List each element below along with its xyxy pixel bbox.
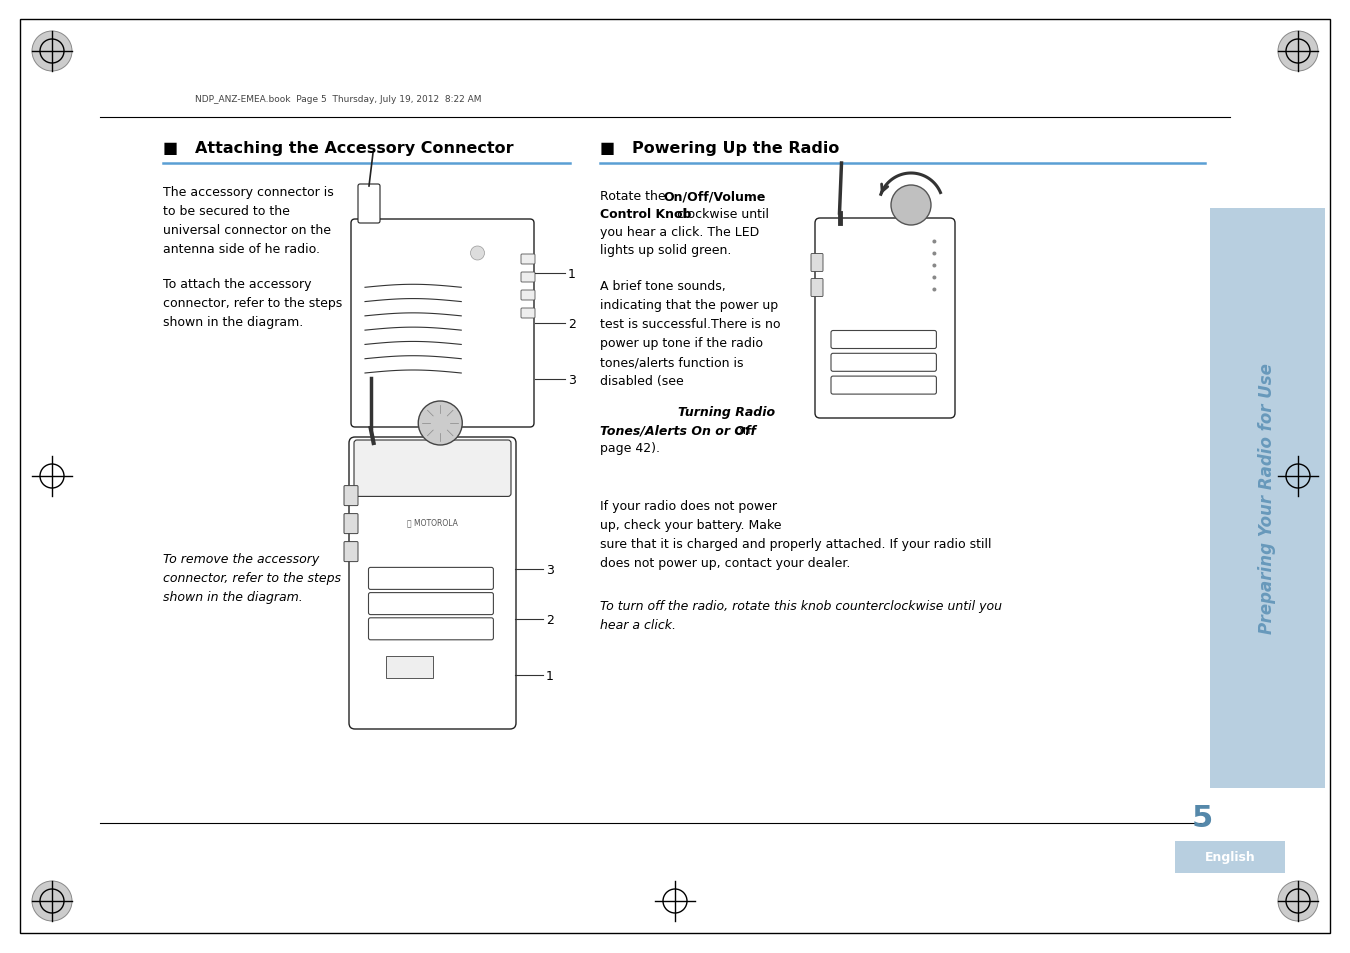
FancyBboxPatch shape <box>354 440 512 497</box>
FancyBboxPatch shape <box>811 279 824 297</box>
Text: 1: 1 <box>545 669 554 682</box>
FancyBboxPatch shape <box>344 514 358 534</box>
FancyBboxPatch shape <box>521 309 535 318</box>
Circle shape <box>1278 32 1318 71</box>
FancyBboxPatch shape <box>369 593 493 615</box>
Bar <box>1210 209 1324 788</box>
FancyBboxPatch shape <box>521 254 535 265</box>
Bar <box>1174 841 1285 873</box>
Text: On/Off/Volume: On/Off/Volume <box>663 190 765 203</box>
Circle shape <box>471 247 485 261</box>
Text: 5: 5 <box>1191 803 1212 833</box>
FancyBboxPatch shape <box>832 331 937 349</box>
Text: clockwise until: clockwise until <box>674 208 769 221</box>
Circle shape <box>1278 882 1318 921</box>
Text: English: English <box>1204 851 1256 863</box>
FancyBboxPatch shape <box>344 542 358 562</box>
FancyBboxPatch shape <box>351 220 535 428</box>
Text: NDP_ANZ-EMEA.book  Page 5  Thursday, July 19, 2012  8:22 AM: NDP_ANZ-EMEA.book Page 5 Thursday, July … <box>194 95 482 105</box>
FancyBboxPatch shape <box>350 437 516 729</box>
Circle shape <box>933 253 937 256</box>
Circle shape <box>933 276 937 280</box>
Text: A brief tone sounds,
indicating that the power up
test is successful.There is no: A brief tone sounds, indicating that the… <box>599 280 780 388</box>
Text: 2: 2 <box>568 317 576 330</box>
Text: 1: 1 <box>568 267 576 280</box>
Text: lights up solid green.: lights up solid green. <box>599 244 732 256</box>
Text: 3: 3 <box>545 563 554 576</box>
Circle shape <box>891 186 931 226</box>
FancyBboxPatch shape <box>815 219 954 418</box>
Text: ■   Attaching the Accessory Connector: ■ Attaching the Accessory Connector <box>163 140 513 155</box>
Circle shape <box>32 882 72 921</box>
FancyBboxPatch shape <box>358 185 379 224</box>
Text: If your radio does not power
up, check your battery. Make
sure that it is charge: If your radio does not power up, check y… <box>599 499 991 569</box>
FancyBboxPatch shape <box>832 354 937 372</box>
Text: Ⓜ MOTOROLA: Ⓜ MOTOROLA <box>408 517 458 526</box>
Text: Control Knob: Control Knob <box>599 208 691 221</box>
Circle shape <box>32 32 72 71</box>
FancyBboxPatch shape <box>344 486 358 506</box>
Text: page 42).: page 42). <box>599 441 660 455</box>
Text: ■   Powering Up the Radio: ■ Powering Up the Radio <box>599 140 840 155</box>
Text: you hear a click. The LED: you hear a click. The LED <box>599 226 759 239</box>
FancyBboxPatch shape <box>386 657 432 679</box>
Circle shape <box>933 288 937 293</box>
FancyBboxPatch shape <box>832 376 937 395</box>
Text: Turning Radio: Turning Radio <box>678 406 775 418</box>
Text: To attach the accessory
connector, refer to the steps
shown in the diagram.: To attach the accessory connector, refer… <box>163 277 343 329</box>
FancyBboxPatch shape <box>369 618 493 640</box>
Text: on: on <box>730 423 751 436</box>
Circle shape <box>418 401 462 446</box>
Circle shape <box>933 264 937 268</box>
FancyBboxPatch shape <box>811 254 824 273</box>
Text: To turn off the radio, rotate this knob counterclockwise until you
hear a click.: To turn off the radio, rotate this knob … <box>599 599 1002 631</box>
Text: The accessory connector is
to be secured to the
universal connector on the
anten: The accessory connector is to be secured… <box>163 186 333 255</box>
FancyBboxPatch shape <box>521 291 535 301</box>
FancyBboxPatch shape <box>369 568 493 590</box>
Text: Preparing Your Radio for Use: Preparing Your Radio for Use <box>1258 363 1276 634</box>
Text: 2: 2 <box>545 614 554 626</box>
Text: Rotate the: Rotate the <box>599 190 670 203</box>
Text: Tones/Alerts On or Off: Tones/Alerts On or Off <box>599 423 756 436</box>
Circle shape <box>933 240 937 244</box>
Text: 3: 3 <box>568 374 576 386</box>
FancyBboxPatch shape <box>521 273 535 283</box>
Text: To remove the accessory
connector, refer to the steps
shown in the diagram.: To remove the accessory connector, refer… <box>163 553 342 603</box>
